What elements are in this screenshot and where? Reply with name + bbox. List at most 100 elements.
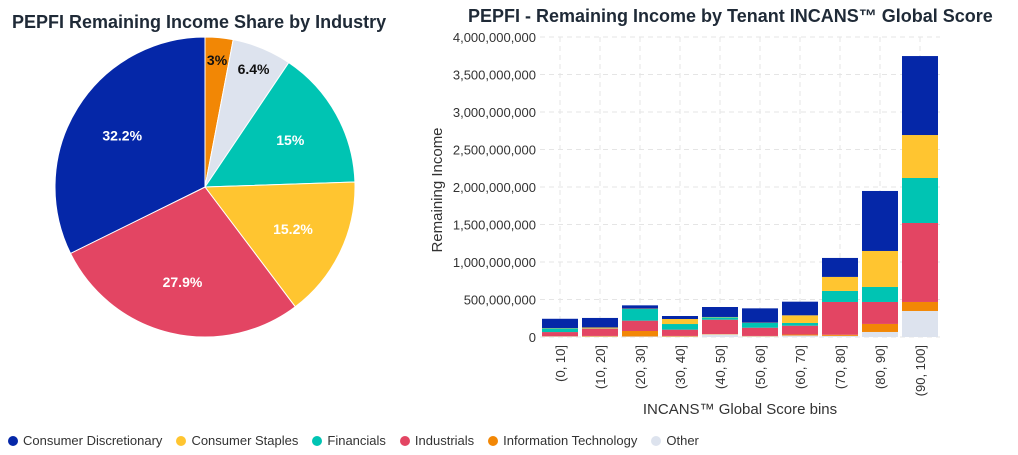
bar-segment [702, 317, 738, 320]
bar-segment [542, 318, 578, 329]
y-tick-label: 3,500,000,000 [453, 68, 536, 83]
x-tick-label: (40, 50] [713, 345, 728, 389]
bar-segment [662, 319, 698, 325]
bar-segment [902, 56, 938, 136]
y-tick-label: 2,000,000,000 [453, 180, 536, 195]
legend-label: Consumer Discretionary [23, 433, 163, 448]
bar-segment [662, 336, 698, 337]
bar-segment [862, 323, 898, 332]
x-tick-label: (30, 40] [673, 345, 688, 389]
legend-item[interactable]: Industrials [399, 433, 475, 448]
legend-dot-icon [488, 435, 499, 446]
legend-dot-icon [176, 435, 187, 446]
y-tick-label: 2,500,000,000 [453, 143, 536, 158]
bar-segment [862, 190, 898, 251]
pie-label-3: 15.2% [273, 221, 313, 237]
bar-segment [622, 309, 658, 321]
bar-segment [782, 334, 818, 336]
legend-item[interactable]: Consumer Discretionary [8, 433, 162, 448]
legend: Consumer Discretionary Consumer Staples Fi… [8, 433, 699, 448]
bar-segment [662, 329, 698, 336]
bar-segment [782, 335, 818, 337]
bar-segment [622, 331, 658, 337]
legend-dot-icon [399, 435, 410, 446]
bar-segment [702, 307, 738, 317]
bar-segment [902, 223, 938, 302]
bar-segment [902, 135, 938, 178]
x-tick-label: (0, 10] [553, 345, 568, 382]
y-axis-label: Remaining Income [429, 127, 446, 252]
legend-item[interactable]: Other [651, 433, 699, 448]
bar-segment [622, 336, 658, 337]
y-tick-label: 0 [529, 330, 536, 345]
bar-segment [862, 250, 898, 287]
bar-segment [862, 301, 898, 324]
bar-segment [862, 286, 898, 302]
x-axis-label: INCANS™ Global Score bins [643, 401, 837, 418]
y-tick-label: 1,500,000,000 [453, 218, 536, 233]
x-tick-label: (20, 30] [633, 345, 648, 389]
bar-segment [822, 334, 858, 336]
bar-segment [542, 332, 578, 337]
bar-segment [582, 328, 618, 336]
bar-segment [902, 178, 938, 223]
y-tick-label: 4,000,000,000 [453, 30, 536, 45]
pie-slice-3 [204, 181, 356, 308]
bar-segment [582, 335, 618, 337]
y-tick-label: 1,000,000,000 [453, 255, 536, 270]
x-tick-label: (90, 100] [913, 345, 928, 396]
bar-segment [702, 334, 738, 337]
bar-segment [622, 305, 658, 309]
legend-label: Industrials [414, 433, 475, 448]
bar-segment [542, 328, 578, 333]
legend-label: Consumer Staples [191, 433, 299, 448]
bar-segment [702, 319, 738, 334]
legend-dot-icon [8, 435, 18, 446]
bar-segment [782, 322, 818, 326]
bar-segment [542, 336, 578, 337]
x-tick-label: (80, 90] [873, 345, 888, 389]
pie-slice-2 [204, 61, 356, 188]
pie-label-4: 27.9% [163, 274, 203, 290]
legend-item[interactable]: Information Technology [488, 433, 637, 448]
legend-label: Other [666, 433, 699, 448]
bar-segment [782, 301, 818, 316]
x-tick-label: (50, 60] [753, 345, 768, 389]
bar-segment [822, 276, 858, 291]
bar-segment [582, 327, 618, 329]
bar-segment [742, 308, 778, 323]
x-tick-label: (60, 70] [793, 345, 808, 389]
charts: 3% 6.4% 15% 15.2% 27.9% 32.2% 0 500,000,000 1,00… [54, 30, 940, 418]
legend-label: Information Technology [503, 433, 638, 448]
bar-segment [822, 257, 858, 277]
bar-segment [742, 336, 778, 337]
pie-label-5: 32.2% [102, 128, 142, 144]
bar-segment [782, 315, 818, 323]
legend-item[interactable]: Consumer Staples [176, 433, 298, 448]
bar-segment [902, 310, 938, 337]
bar-segment [782, 325, 818, 335]
bar-segment [822, 290, 858, 302]
pie-label-1: 6.4% [238, 61, 270, 77]
bar-segment [582, 336, 618, 337]
bar-segment [582, 317, 618, 328]
bar-title: PEPFI - Remaining Income by Tenant INCAN… [468, 6, 993, 26]
pie-label-2: 15% [276, 132, 305, 148]
bar-segment [662, 324, 698, 330]
bar-segment [862, 331, 898, 337]
legend-item[interactable]: Financials [312, 433, 386, 448]
bar-segment [662, 316, 698, 319]
bar-segment [822, 301, 858, 335]
pie-title: PEPFI Remaining Income Share by Industry [12, 12, 387, 32]
bar-segment [742, 327, 778, 336]
bar-segment [662, 335, 698, 337]
legend-dot-icon [651, 435, 662, 446]
legend-label: Financials [327, 433, 386, 448]
pie-slice-4 [69, 186, 296, 338]
x-tick-label: (10, 20] [593, 345, 608, 389]
y-tick-label: 500,000,000 [464, 293, 536, 308]
x-tick-label: (70, 80] [833, 345, 848, 389]
pie-label-0: 3% [207, 52, 228, 68]
bar-segment [742, 322, 778, 328]
y-tick-label: 3,000,000,000 [453, 105, 536, 120]
